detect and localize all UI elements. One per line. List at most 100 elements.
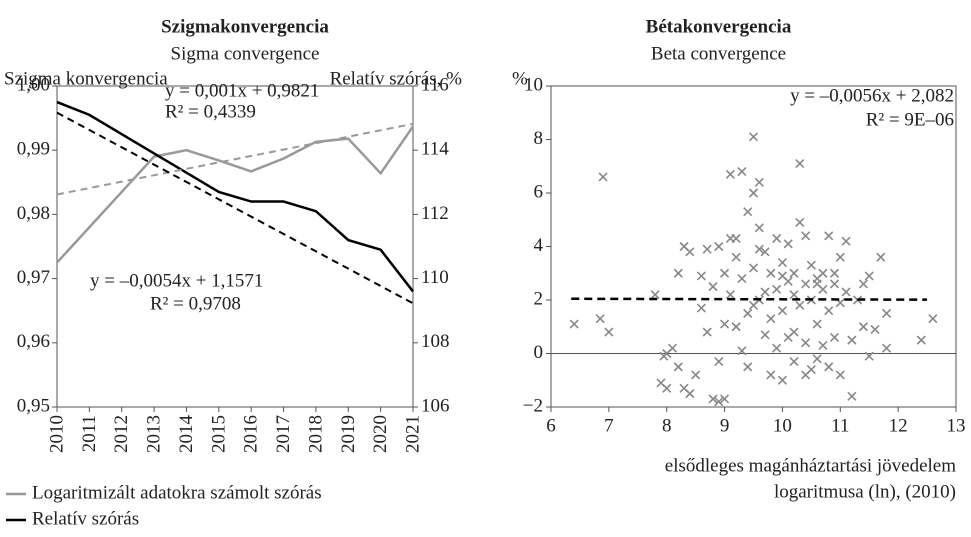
scatter-point <box>720 394 730 404</box>
y-tick-label: 0 <box>534 342 544 363</box>
scatter-point <box>595 314 605 324</box>
x-tick-label: 2020 <box>370 415 391 453</box>
x-axis-label: elsődleges magánháztartási jövedelem <box>665 455 956 476</box>
scatter-point <box>864 351 874 361</box>
scatter-point <box>696 271 706 281</box>
trend-r2: R² = 0,4339 <box>165 101 256 122</box>
scatter-point <box>743 308 753 318</box>
trend-r2: R² = 0,9708 <box>150 293 241 314</box>
scatter-point <box>650 290 660 300</box>
scatter-point <box>685 247 695 257</box>
scatter-point <box>748 188 759 198</box>
x-tick-label: 2015 <box>208 415 229 453</box>
scatter-point <box>777 306 787 316</box>
scatter-point <box>754 177 764 187</box>
scatter-point <box>772 233 782 244</box>
y2-tick-label: 106 <box>421 395 450 416</box>
scatter-point <box>847 335 857 345</box>
scatter-point <box>835 370 845 380</box>
scatter-point <box>766 268 776 278</box>
scatter-point <box>714 397 724 407</box>
scatter-point <box>841 236 851 246</box>
scatter-point <box>714 356 724 367</box>
scatter-point <box>847 391 857 401</box>
y2-tick-label: 116 <box>421 74 449 95</box>
scatter-point <box>760 287 770 297</box>
scatter-point <box>737 167 747 177</box>
scatter-point <box>754 244 764 254</box>
x-tick-label: 2019 <box>338 415 359 453</box>
series-line <box>56 125 415 264</box>
scatter-point <box>801 370 811 380</box>
scatter-point <box>696 303 706 313</box>
scatter-point <box>772 284 782 294</box>
scatter-point <box>743 362 753 372</box>
trend-line <box>571 297 928 301</box>
scatter-point <box>777 375 787 385</box>
scatter-point <box>708 282 718 292</box>
y-tick-label: 0,97 <box>17 267 50 288</box>
scatter-point <box>824 306 834 316</box>
scatter-point <box>766 370 776 380</box>
y-tick-label: −2 <box>523 395 543 416</box>
scatter-point <box>789 356 799 367</box>
trend-line <box>56 122 414 196</box>
scatter-point <box>835 252 845 262</box>
y-tick-label: 0,98 <box>17 203 50 224</box>
x-tick-label: 10 <box>773 415 792 436</box>
scatter-point <box>673 268 683 278</box>
scatter-point <box>725 169 735 179</box>
scatter-point <box>812 319 822 329</box>
scatter-point <box>737 346 747 356</box>
x-tick-label: 7 <box>604 415 614 436</box>
x-tick-label: 6 <box>546 415 556 436</box>
scatter-point <box>818 340 828 351</box>
scatter-point <box>772 343 782 353</box>
scatter-point <box>708 394 718 404</box>
scatter-point <box>841 287 851 297</box>
y2-tick-label: 112 <box>421 203 449 224</box>
scatter-point <box>662 348 672 359</box>
x-tick-label: 2017 <box>273 415 294 453</box>
scatter-point <box>812 279 822 289</box>
scatter-point <box>766 314 776 324</box>
scatter-point <box>725 290 735 300</box>
scatter-point <box>691 370 701 380</box>
trend-equation: y = –0,0054x + 1,1571 <box>90 270 263 291</box>
scatter-point <box>702 327 712 337</box>
scatter-point <box>789 290 799 300</box>
x-tick-label: 2010 <box>47 415 68 453</box>
scatter-point <box>748 300 759 310</box>
scatter-point <box>795 217 805 227</box>
scatter-point <box>789 268 799 278</box>
y2-tick-label: 110 <box>421 267 449 288</box>
scatter-point <box>876 252 886 262</box>
scatter-point <box>685 389 695 399</box>
x-tick-label: 2018 <box>305 415 326 453</box>
y-tick-label: 0,95 <box>17 395 50 416</box>
scatter-point <box>812 354 822 364</box>
scatter-point <box>731 252 741 262</box>
x-tick-label: 2011 <box>79 415 100 452</box>
scatter-point <box>720 268 730 278</box>
x-tick-label: 8 <box>662 415 672 436</box>
trend-equation: y = 0,001x + 0,9821 <box>165 80 319 101</box>
x-tick-label: 11 <box>831 415 849 436</box>
scatter-point <box>795 159 805 169</box>
plot-frame <box>56 85 414 408</box>
scatter-point <box>795 300 805 310</box>
scatter-point <box>743 207 753 217</box>
y-tick-label: 6 <box>534 181 544 202</box>
scatter-point <box>748 132 759 142</box>
y-axis-label: Szigma konvergencia <box>4 68 168 89</box>
scatter-point <box>777 257 787 268</box>
scatter-point <box>801 231 811 241</box>
scatter-point <box>604 327 614 337</box>
scatter-point <box>760 330 770 340</box>
trend-r2: R² = 9E–06 <box>866 109 954 130</box>
scatter-point <box>916 335 926 345</box>
y-tick-label: 1,00 <box>17 74 50 95</box>
scatter-point <box>824 231 834 241</box>
y-tick-label: 8 <box>534 128 544 149</box>
